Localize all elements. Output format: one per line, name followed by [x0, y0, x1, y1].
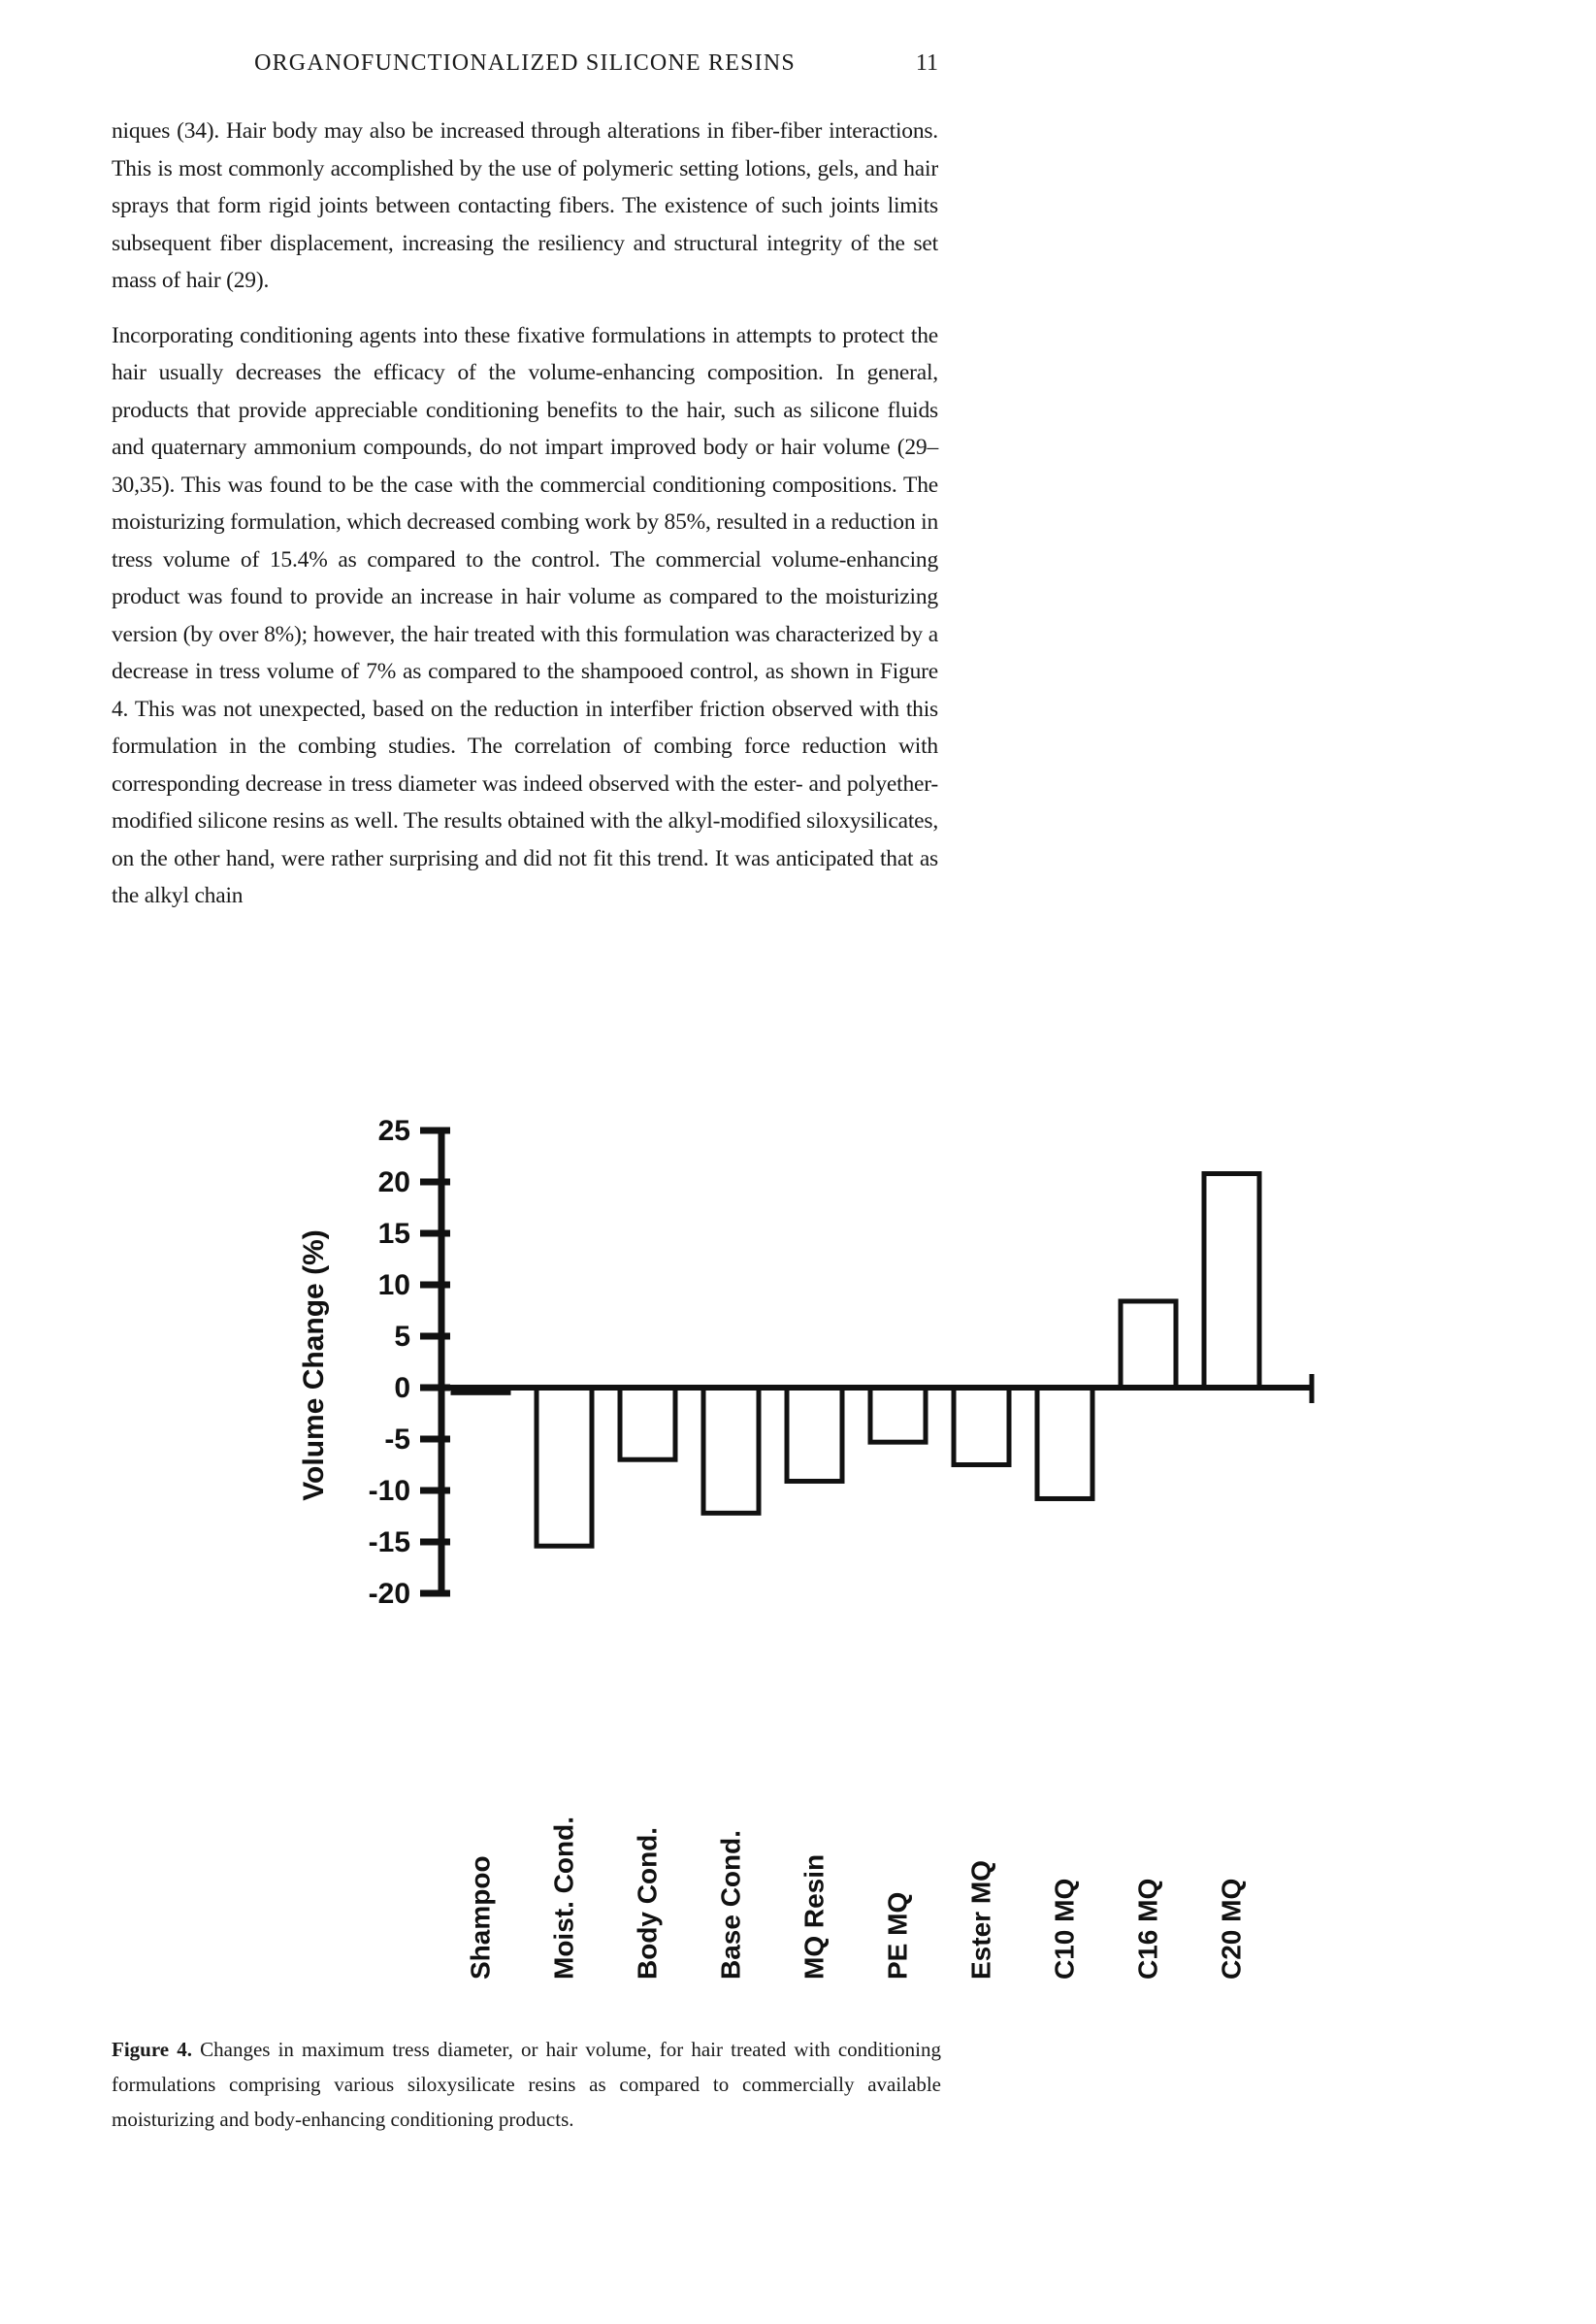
category-label-moist-cond: Moist. Cond.: [549, 1817, 579, 1980]
bar-pe-mq: [867, 1385, 928, 1445]
category-label-base-cond: Base Cond.: [716, 1830, 746, 1980]
y-axis-title: Volume Change (%): [298, 1229, 330, 1500]
category-label-shampoo: Shampoo: [466, 1855, 496, 1980]
bar-ester-mq: [951, 1385, 1012, 1467]
y-tick-label: -15: [369, 1526, 410, 1558]
y-tick-label: 5: [394, 1321, 410, 1353]
page-number: 11: [915, 50, 938, 76]
paragraph-2: Incorporating conditioning agents into t…: [112, 322, 938, 909]
y-tick-label: -5: [384, 1424, 410, 1456]
y-tick-label: 25: [378, 1115, 410, 1147]
paragraph-1: niques (34). Hair body may also be incre…: [112, 118, 938, 293]
figure-caption-text: Changes in maximum tress diameter, or ha…: [112, 2038, 942, 2131]
category-label-ester-mq: Ester MQ: [966, 1860, 996, 1980]
category-label-body-cond: Body Cond.: [633, 1827, 663, 1980]
page-header: ORGANOFUNCTIONALIZED SILICONE RESINS 11: [112, 50, 938, 83]
figure-caption-label: Figure 4.: [112, 2038, 192, 2061]
bar-body-cond: [617, 1385, 678, 1462]
category-label-c10-mq: C10 MQ: [1050, 1879, 1080, 1980]
category-label-c16-mq: C16 MQ: [1133, 1879, 1163, 1980]
bar-mq-resin: [784, 1385, 845, 1484]
y-tick-label: 0: [394, 1372, 410, 1404]
y-tick-label: 20: [378, 1166, 410, 1198]
bar-moist-cond: [534, 1385, 595, 1549]
y-tick-label: -10: [369, 1475, 410, 1507]
category-label-mq-resin: MQ Resin: [799, 1854, 830, 1980]
bar-c16-mq: [1118, 1298, 1179, 1391]
figure-caption: Figure 4. Changes in maximum tress diame…: [112, 2032, 941, 2137]
bar-c10-mq: [1034, 1385, 1095, 1501]
bar-c20-mq: [1201, 1171, 1262, 1391]
y-tick-label: 10: [378, 1269, 410, 1301]
running-title: ORGANOFUNCTIONALIZED SILICONE RESINS: [254, 50, 796, 76]
category-label-pe-mq: PE MQ: [883, 1892, 913, 1980]
y-tick-label: -20: [369, 1578, 410, 1610]
category-label-c20-mq: C20 MQ: [1217, 1879, 1247, 1980]
figure-4-bar-chart: 25 20 15 10 5 0 -5 -10 -15 -20 Shampoo Moist. Cond.…: [298, 1115, 1315, 1980]
y-tick-label: 15: [378, 1218, 410, 1250]
body-text: niques (34). Hair body may also be incre…: [112, 113, 938, 933]
bar-base-cond: [700, 1385, 762, 1516]
